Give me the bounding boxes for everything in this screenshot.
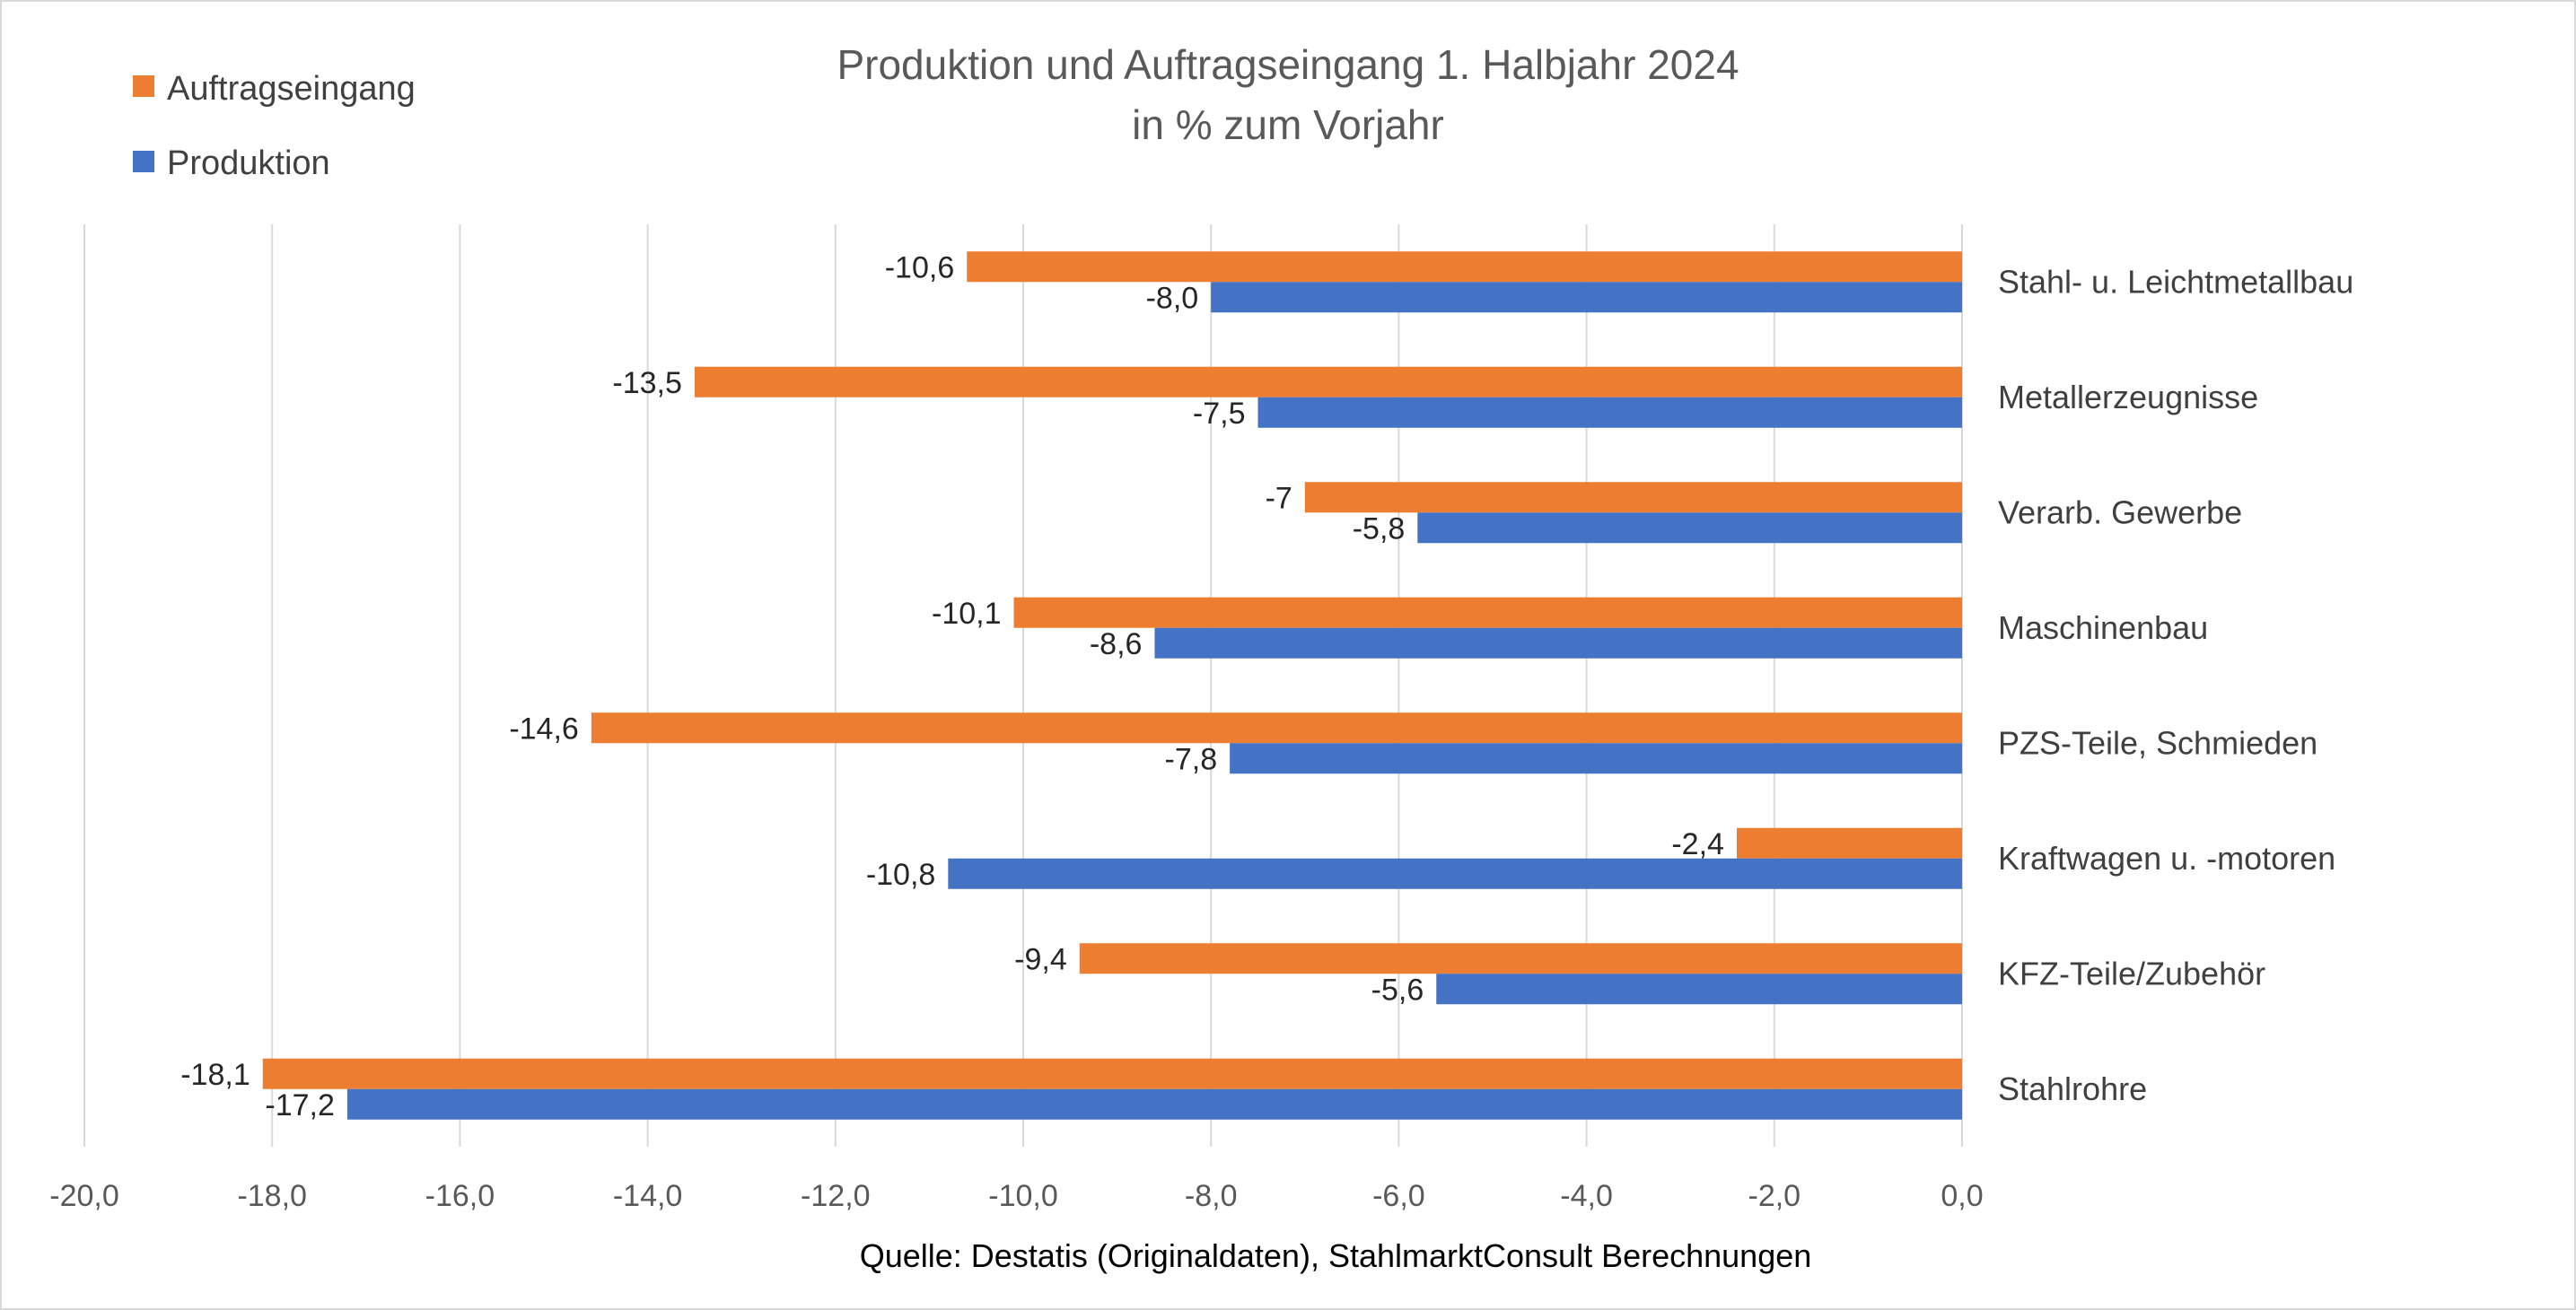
data-label-produktion: -8,0 (1146, 281, 1199, 315)
bar-produktion (1230, 743, 1962, 774)
data-label-produktion: -17,2 (265, 1088, 335, 1122)
bar-produktion (948, 858, 1962, 889)
category-label: PZS-Teile, Schmieden (1998, 724, 2318, 761)
data-label-auftragseingang: -10,1 (932, 597, 1002, 631)
data-label-auftragseingang: -18,1 (180, 1058, 250, 1092)
data-label-auftragseingang: -9,4 (1014, 942, 1067, 976)
data-label-produktion: -5,8 (1353, 511, 1406, 546)
category-label: Metallerzeugnisse (1998, 379, 2258, 415)
data-label-produktion: -10,8 (866, 858, 936, 892)
x-tick-label: -10,0 (988, 1179, 1058, 1213)
legend-label-auftragseingang: Auftragseingang (167, 70, 416, 108)
x-tick-label: -20,0 (49, 1179, 119, 1213)
bar-auftragseingang (967, 251, 1962, 283)
x-tick-label: -12,0 (801, 1179, 871, 1213)
category-label: Maschinenbau (1998, 609, 2208, 646)
chart-subtitle: in % zum Vorjahr (1132, 101, 1444, 148)
bar-auftragseingang (591, 712, 1962, 744)
data-labels: -10,6 -8,0 -13,5 -7,5 -7 -5,8 -10,1 -8,6 -14,6 -7… (180, 250, 1724, 1122)
x-tick-label: -4,0 (1560, 1179, 1613, 1213)
legend-swatch-produktion (133, 151, 154, 172)
data-label-auftragseingang: -7 (1266, 481, 1292, 515)
bar-produktion (1257, 397, 1962, 428)
x-axis-ticks: -20,0 -18,0 -16,0 -14,0 -12,0 -10,0 -8,0 -6,0 -4… (49, 1179, 1983, 1213)
category-label: Stahlrohre (1998, 1070, 2147, 1107)
legend-label-produktion: Produktion (167, 144, 330, 182)
bar-produktion (1211, 282, 1962, 313)
legend-swatch-auftragseingang (133, 75, 154, 97)
data-label-produktion: -7,8 (1165, 742, 1218, 776)
bar-produktion (1436, 974, 1962, 1005)
legend: Auftragseingang Produktion (133, 70, 416, 182)
x-tick-label: -16,0 (425, 1179, 495, 1213)
gridlines (83, 224, 1963, 1147)
x-tick-label: -14,0 (613, 1179, 683, 1213)
bar-produktion (1417, 512, 1962, 544)
bar-auftragseingang (694, 366, 1962, 397)
bar-produktion (346, 1088, 1962, 1120)
bar-produktion (1154, 627, 1962, 659)
data-label-auftragseingang: -14,6 (509, 712, 579, 746)
category-label: Verarb. Gewerbe (1998, 493, 2242, 530)
x-tick-label: -2,0 (1748, 1179, 1801, 1213)
bar-auftragseingang (1736, 827, 1962, 859)
data-label-produktion: -8,6 (1090, 627, 1143, 661)
bar-auftragseingang (262, 1058, 1962, 1089)
source-note: Quelle: Destatis (Originaldaten), Stahlm… (860, 1237, 1812, 1274)
data-label-produktion: -5,6 (1371, 973, 1424, 1007)
category-labels: Stahl- u. Leichtmetallbau Metallerzeugnis… (1998, 263, 2353, 1107)
chart-title: Produktion und Auftragseingang 1. Halbja… (837, 41, 1739, 88)
x-tick-label: -6,0 (1372, 1179, 1425, 1213)
bars (262, 251, 1962, 1120)
bar-auftragseingang (1013, 597, 1962, 628)
category-label: KFZ-Teile/Zubehör (1998, 955, 2265, 991)
data-label-auftragseingang: -10,6 (885, 250, 955, 284)
category-label: Stahl- u. Leichtmetallbau (1998, 263, 2353, 300)
bar-auftragseingang (1079, 943, 1962, 974)
data-label-produktion: -7,5 (1193, 397, 1246, 431)
bar-auftragseingang (1304, 482, 1962, 513)
category-label: Kraftwagen u. -motoren (1998, 840, 2335, 877)
data-label-auftragseingang: -13,5 (612, 366, 682, 400)
x-tick-label: -18,0 (237, 1179, 307, 1213)
x-tick-label: 0,0 (1941, 1179, 1983, 1213)
x-tick-label: -8,0 (1185, 1179, 1238, 1213)
data-label-auftragseingang: -2,4 (1671, 827, 1724, 861)
